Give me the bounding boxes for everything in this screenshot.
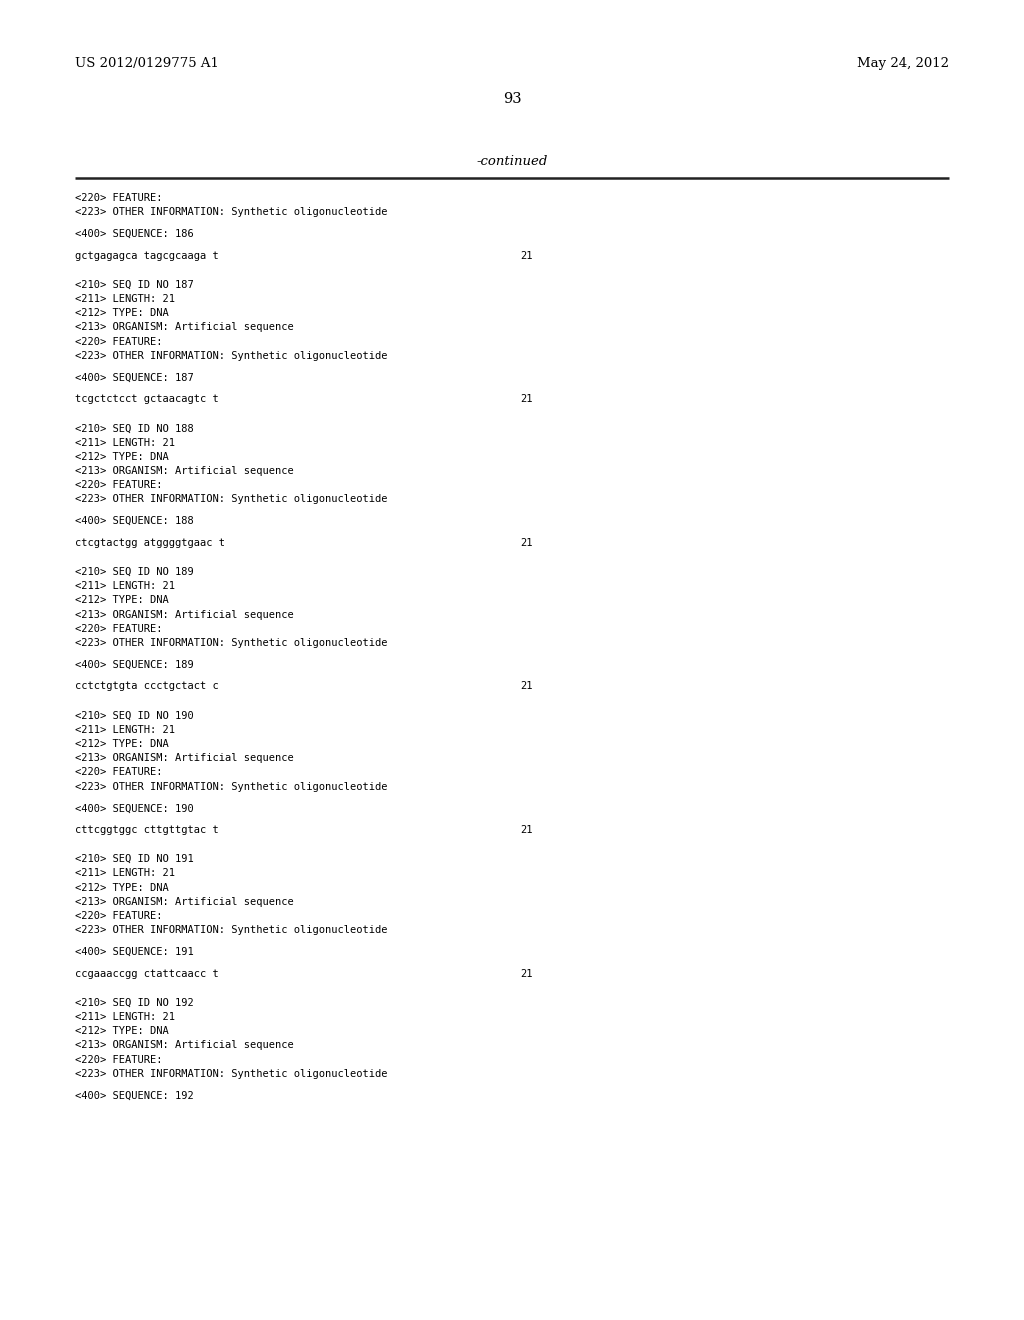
Text: ctcgtactgg atggggtgaac t: ctcgtactgg atggggtgaac t <box>75 537 225 548</box>
Text: <223> OTHER INFORMATION: Synthetic oligonucleotide: <223> OTHER INFORMATION: Synthetic oligo… <box>75 495 387 504</box>
Text: May 24, 2012: May 24, 2012 <box>857 57 949 70</box>
Text: <223> OTHER INFORMATION: Synthetic oligonucleotide: <223> OTHER INFORMATION: Synthetic oligo… <box>75 207 387 218</box>
Text: <220> FEATURE:: <220> FEATURE: <box>75 193 163 203</box>
Text: 21: 21 <box>520 969 532 978</box>
Text: <211> LENGTH: 21: <211> LENGTH: 21 <box>75 581 175 591</box>
Text: <210> SEQ ID NO 188: <210> SEQ ID NO 188 <box>75 424 194 433</box>
Text: <220> FEATURE:: <220> FEATURE: <box>75 1055 163 1065</box>
Text: <220> FEATURE:: <220> FEATURE: <box>75 767 163 777</box>
Text: <213> ORGANISM: Artificial sequence: <213> ORGANISM: Artificial sequence <box>75 1040 294 1051</box>
Text: <400> SEQUENCE: 189: <400> SEQUENCE: 189 <box>75 660 194 669</box>
Text: <211> LENGTH: 21: <211> LENGTH: 21 <box>75 294 175 304</box>
Text: <212> TYPE: DNA: <212> TYPE: DNA <box>75 883 169 892</box>
Text: <212> TYPE: DNA: <212> TYPE: DNA <box>75 308 169 318</box>
Text: <400> SEQUENCE: 192: <400> SEQUENCE: 192 <box>75 1090 194 1101</box>
Text: <210> SEQ ID NO 191: <210> SEQ ID NO 191 <box>75 854 194 865</box>
Text: <400> SEQUENCE: 188: <400> SEQUENCE: 188 <box>75 516 194 527</box>
Text: US 2012/0129775 A1: US 2012/0129775 A1 <box>75 57 219 70</box>
Text: <213> ORGANISM: Artificial sequence: <213> ORGANISM: Artificial sequence <box>75 322 294 333</box>
Text: <211> LENGTH: 21: <211> LENGTH: 21 <box>75 869 175 878</box>
Text: 21: 21 <box>520 825 532 836</box>
Text: <400> SEQUENCE: 190: <400> SEQUENCE: 190 <box>75 804 194 813</box>
Text: <210> SEQ ID NO 192: <210> SEQ ID NO 192 <box>75 998 194 1007</box>
Text: <220> FEATURE:: <220> FEATURE: <box>75 480 163 490</box>
Text: <400> SEQUENCE: 186: <400> SEQUENCE: 186 <box>75 228 194 239</box>
Text: <223> OTHER INFORMATION: Synthetic oligonucleotide: <223> OTHER INFORMATION: Synthetic oligo… <box>75 1069 387 1078</box>
Text: <212> TYPE: DNA: <212> TYPE: DNA <box>75 1026 169 1036</box>
Text: <223> OTHER INFORMATION: Synthetic oligonucleotide: <223> OTHER INFORMATION: Synthetic oligo… <box>75 638 387 648</box>
Text: <213> ORGANISM: Artificial sequence: <213> ORGANISM: Artificial sequence <box>75 754 294 763</box>
Text: 21: 21 <box>520 681 532 692</box>
Text: cttcggtggc cttgttgtac t: cttcggtggc cttgttgtac t <box>75 825 219 836</box>
Text: -continued: -continued <box>476 154 548 168</box>
Text: <223> OTHER INFORMATION: Synthetic oligonucleotide: <223> OTHER INFORMATION: Synthetic oligo… <box>75 351 387 360</box>
Text: <220> FEATURE:: <220> FEATURE: <box>75 337 163 347</box>
Text: <211> LENGTH: 21: <211> LENGTH: 21 <box>75 725 175 735</box>
Text: 21: 21 <box>520 251 532 260</box>
Text: <223> OTHER INFORMATION: Synthetic oligonucleotide: <223> OTHER INFORMATION: Synthetic oligo… <box>75 925 387 935</box>
Text: <213> ORGANISM: Artificial sequence: <213> ORGANISM: Artificial sequence <box>75 896 294 907</box>
Text: 21: 21 <box>520 537 532 548</box>
Text: tcgctctcct gctaacagtc t: tcgctctcct gctaacagtc t <box>75 395 219 404</box>
Text: <213> ORGANISM: Artificial sequence: <213> ORGANISM: Artificial sequence <box>75 466 294 477</box>
Text: <213> ORGANISM: Artificial sequence: <213> ORGANISM: Artificial sequence <box>75 610 294 619</box>
Text: <223> OTHER INFORMATION: Synthetic oligonucleotide: <223> OTHER INFORMATION: Synthetic oligo… <box>75 781 387 792</box>
Text: 93: 93 <box>503 92 521 106</box>
Text: <220> FEATURE:: <220> FEATURE: <box>75 624 163 634</box>
Text: ccgaaaccgg ctattcaacc t: ccgaaaccgg ctattcaacc t <box>75 969 219 978</box>
Text: <211> LENGTH: 21: <211> LENGTH: 21 <box>75 1012 175 1022</box>
Text: gctgagagca tagcgcaaga t: gctgagagca tagcgcaaga t <box>75 251 219 260</box>
Text: <400> SEQUENCE: 187: <400> SEQUENCE: 187 <box>75 372 194 383</box>
Text: <210> SEQ ID NO 190: <210> SEQ ID NO 190 <box>75 710 194 721</box>
Text: <400> SEQUENCE: 191: <400> SEQUENCE: 191 <box>75 946 194 957</box>
Text: <212> TYPE: DNA: <212> TYPE: DNA <box>75 739 169 748</box>
Text: 21: 21 <box>520 395 532 404</box>
Text: <212> TYPE: DNA: <212> TYPE: DNA <box>75 595 169 606</box>
Text: <211> LENGTH: 21: <211> LENGTH: 21 <box>75 438 175 447</box>
Text: cctctgtgta ccctgctact c: cctctgtgta ccctgctact c <box>75 681 219 692</box>
Text: <220> FEATURE:: <220> FEATURE: <box>75 911 163 921</box>
Text: <210> SEQ ID NO 189: <210> SEQ ID NO 189 <box>75 568 194 577</box>
Text: <212> TYPE: DNA: <212> TYPE: DNA <box>75 451 169 462</box>
Text: <210> SEQ ID NO 187: <210> SEQ ID NO 187 <box>75 280 194 290</box>
